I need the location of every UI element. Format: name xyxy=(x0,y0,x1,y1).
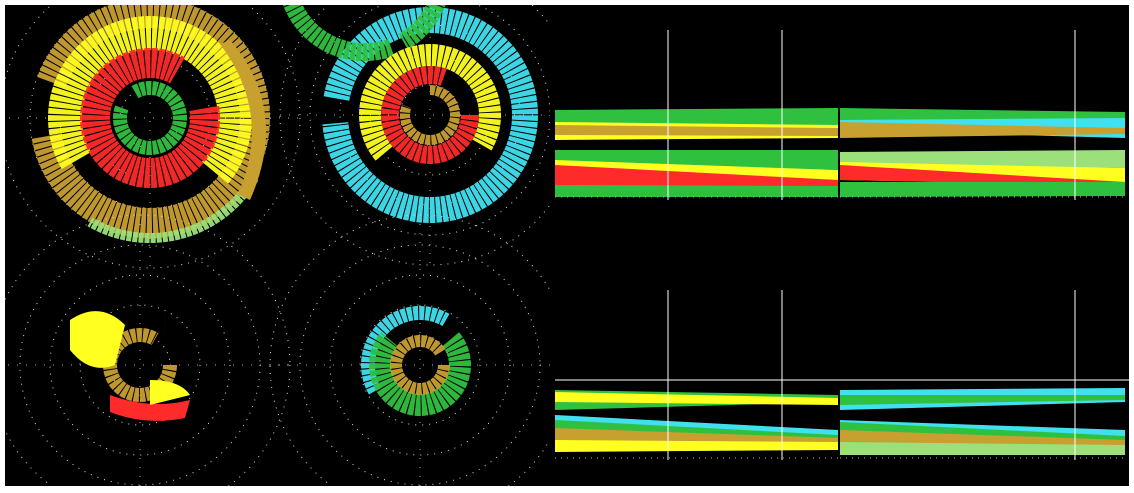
cross-section xyxy=(840,108,1125,197)
echo-band xyxy=(555,440,838,452)
echo-band xyxy=(555,185,838,197)
echo-band xyxy=(840,182,1125,197)
cross-section xyxy=(555,108,838,197)
radar-screenshot xyxy=(0,0,1134,493)
radar-display xyxy=(0,0,1134,493)
